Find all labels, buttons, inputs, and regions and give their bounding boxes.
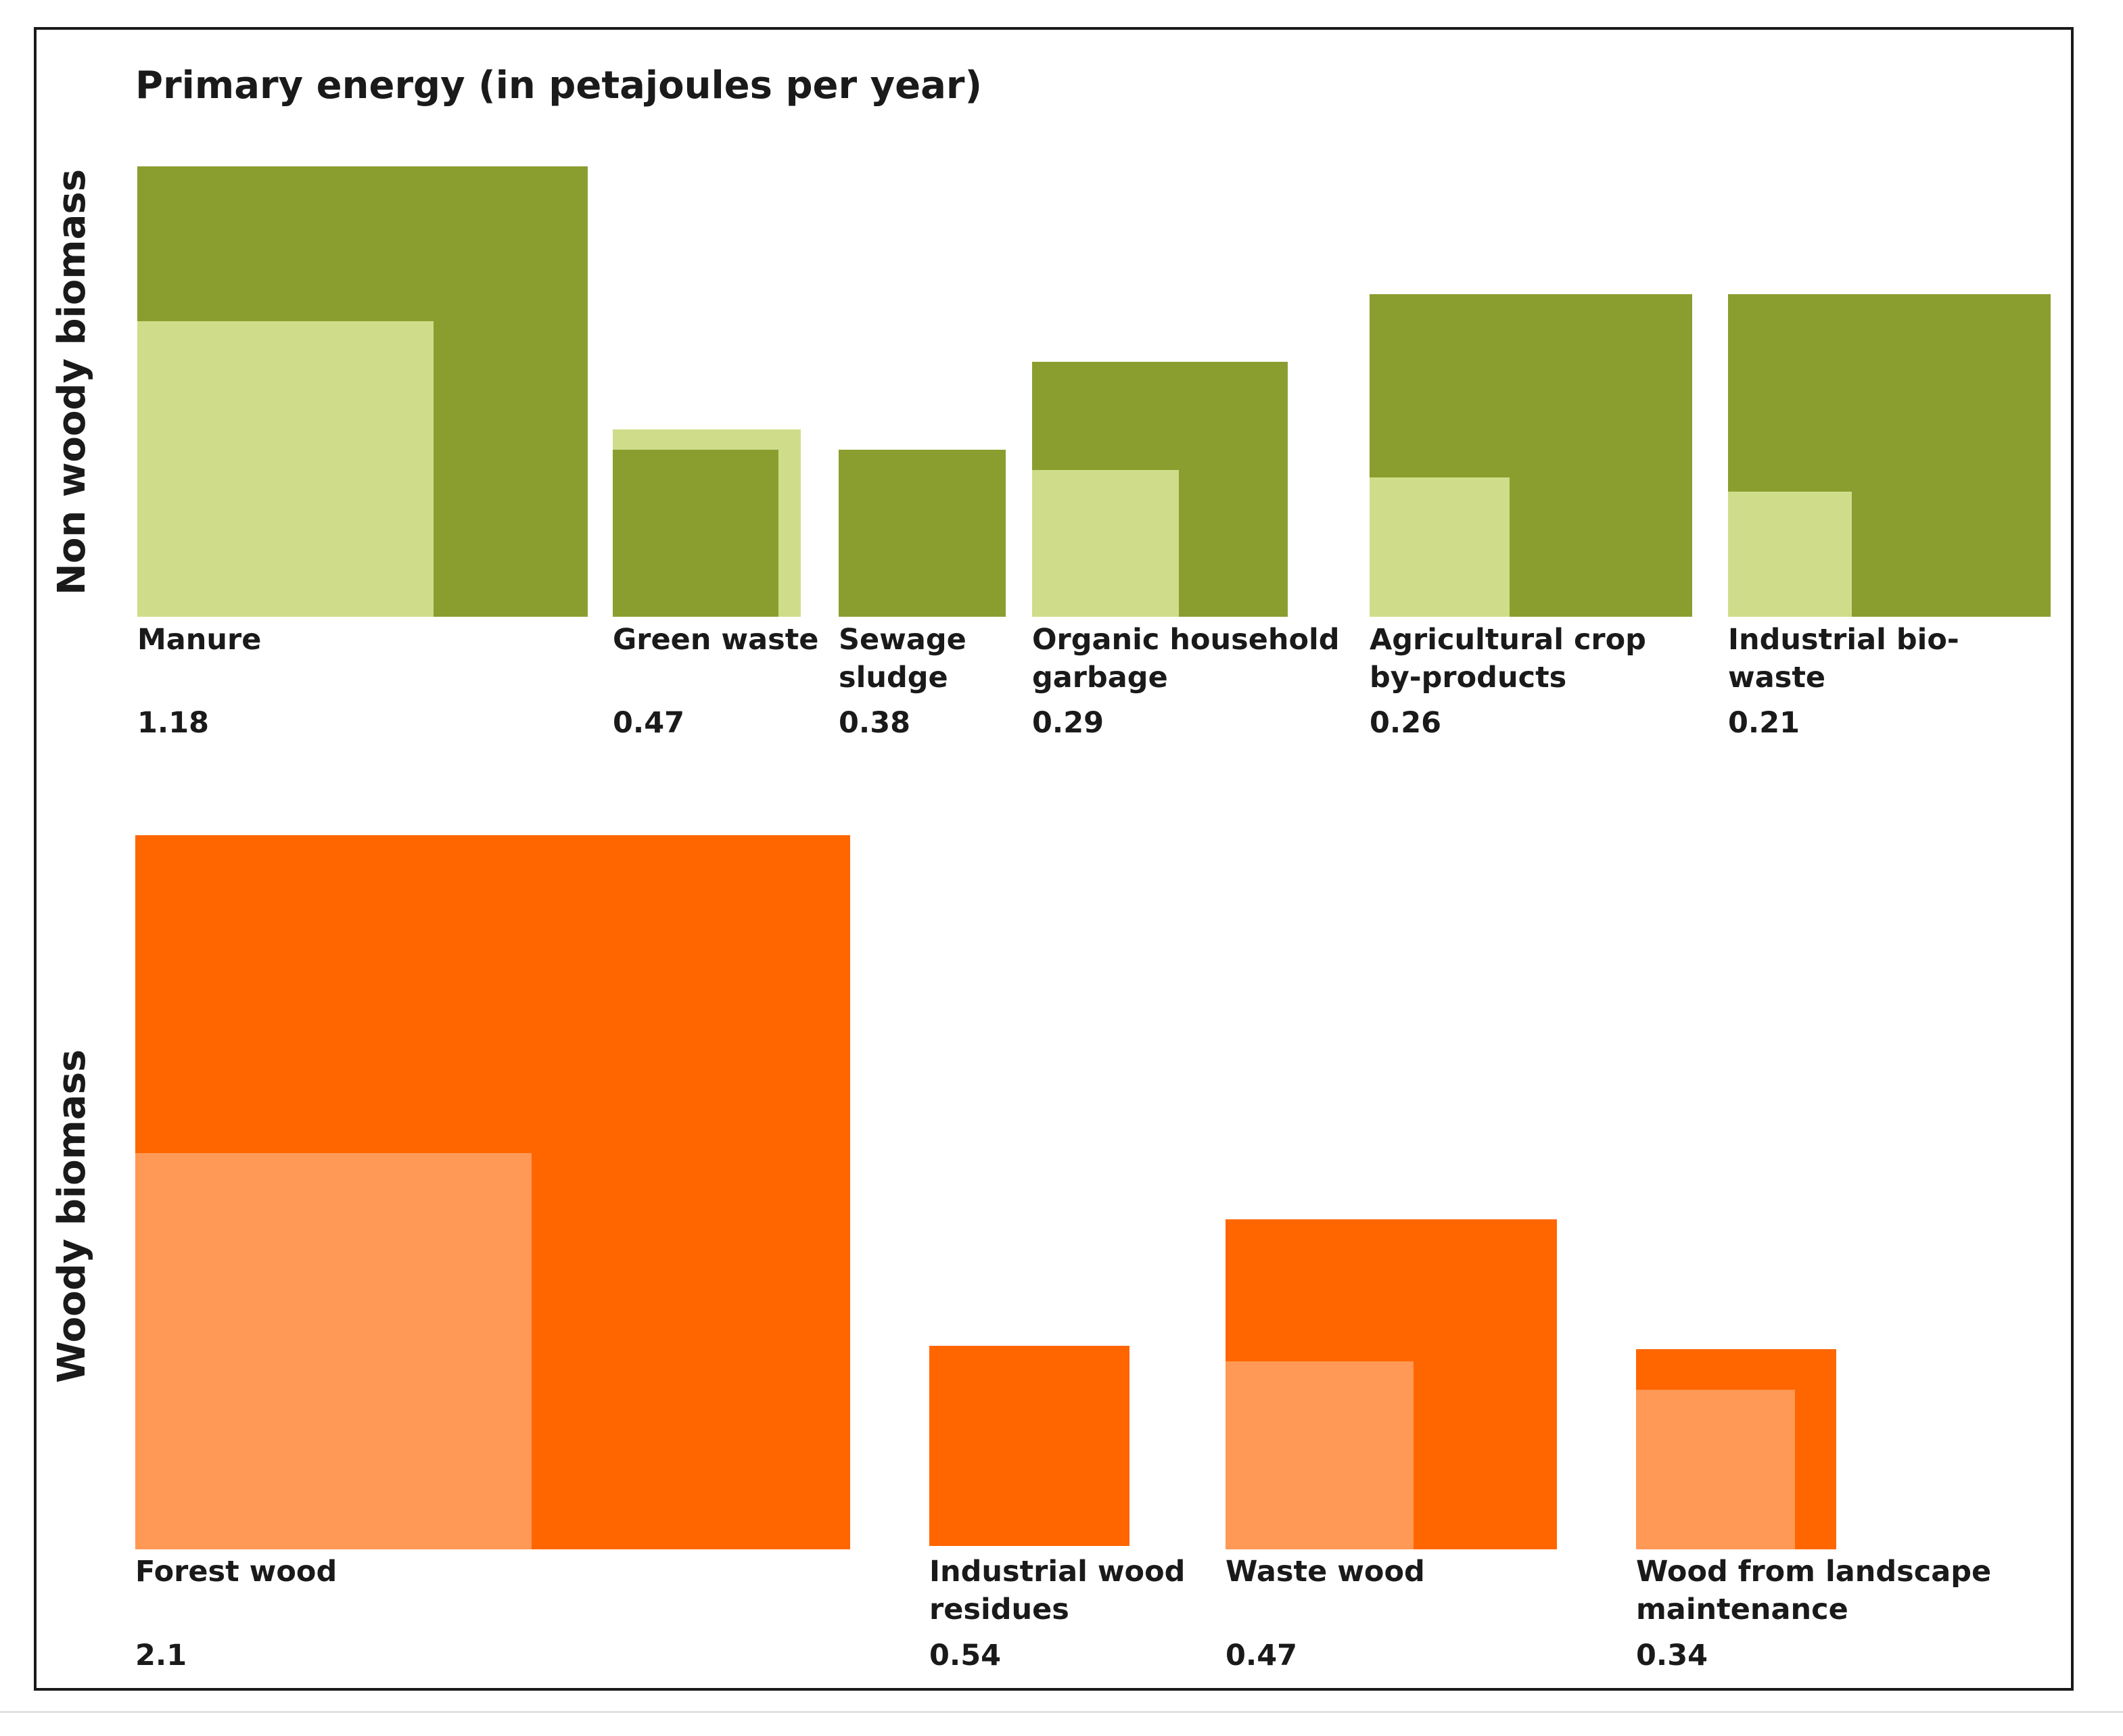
square-inner-waste-wood [1226, 1361, 1414, 1549]
chart-marks: Manure 1.18 Green waste 0.47 Sewage sludge 0.3… [135, 166, 2051, 1672]
category-label-agricultural-crop-by-products: by-products [1370, 661, 1566, 695]
non-woody-group-label: Non woody biomass [50, 169, 94, 595]
woody-group-label: Woody biomass [50, 1050, 94, 1383]
value-label-wood-from-landscape-maintenance: 0.34 [1636, 1639, 1708, 1672]
square-inner-industrial-bio-waste [1728, 492, 1852, 617]
category-label-forest-wood: Forest wood [135, 1555, 337, 1589]
square-inner-manure [137, 321, 434, 617]
category-label-green-waste: Green waste [613, 623, 818, 657]
square-inner-organic-household-garbage [1032, 470, 1179, 617]
category-label-organic-household-garbage: Organic household [1032, 623, 1340, 657]
square-inner-wood-from-landscape-maintenance [1636, 1390, 1795, 1549]
category-label-waste-wood: Waste wood [1226, 1555, 1425, 1589]
category-label-wood-from-landscape-maintenance: Wood from landscape [1636, 1555, 1991, 1589]
category-label-industrial-bio-waste: Industrial bio- [1728, 623, 1959, 657]
value-label-industrial-bio-waste: 0.21 [1728, 706, 1800, 740]
bottom-divider [0, 1711, 2123, 1713]
category-label-manure: Manure [137, 623, 261, 657]
value-label-waste-wood: 0.47 [1226, 1639, 1297, 1672]
chart-title: Primary energy (in petajoules per year) [135, 64, 982, 108]
square-outer-green-waste [613, 450, 778, 617]
category-label-sewage-sludge: Sewage [839, 623, 966, 657]
category-label-wood-from-landscape-maintenance: maintenance [1636, 1593, 1848, 1626]
value-label-sewage-sludge: 0.38 [839, 706, 910, 740]
value-label-manure: 1.18 [137, 706, 209, 740]
value-label-forest-wood: 2.1 [135, 1639, 187, 1672]
square-inner-agricultural-crop-by-products [1370, 477, 1510, 617]
value-label-industrial-wood-residues: 0.54 [929, 1639, 1001, 1672]
square-inner-forest-wood [135, 1153, 532, 1549]
square-outer-sewage-sludge [839, 450, 1006, 617]
square-outer-industrial-wood-residues [929, 1346, 1129, 1546]
value-label-agricultural-crop-by-products: 0.26 [1370, 706, 1441, 740]
category-label-industrial-wood-residues: Industrial wood [929, 1555, 1185, 1589]
category-label-industrial-wood-residues: residues [929, 1593, 1069, 1626]
value-label-green-waste: 0.47 [613, 706, 684, 740]
value-label-organic-household-garbage: 0.29 [1032, 706, 1104, 740]
category-label-organic-household-garbage: garbage [1032, 661, 1168, 695]
category-label-industrial-bio-waste: waste [1728, 661, 1825, 695]
category-label-sewage-sludge: sludge [839, 661, 948, 695]
category-label-agricultural-crop-by-products: Agricultural crop [1370, 623, 1646, 657]
